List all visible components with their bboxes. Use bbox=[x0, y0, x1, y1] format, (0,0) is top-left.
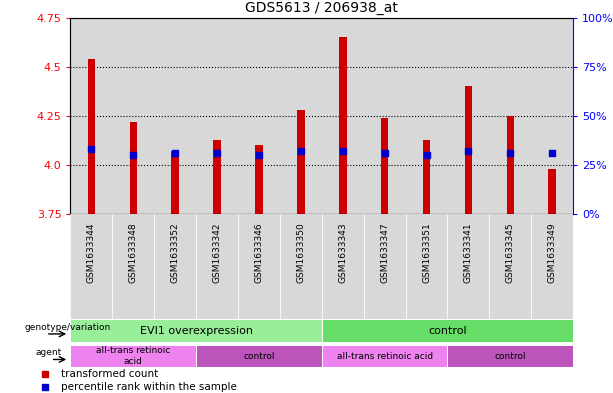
Bar bbox=[489, 214, 531, 320]
Bar bbox=[196, 345, 322, 367]
Text: all-trans retinoic acid: all-trans retinoic acid bbox=[337, 352, 433, 360]
Bar bbox=[112, 18, 154, 214]
Bar bbox=[196, 18, 238, 214]
Text: GSM1633342: GSM1633342 bbox=[213, 223, 222, 283]
Bar bbox=[196, 214, 238, 320]
Text: genotype/variation: genotype/variation bbox=[25, 323, 111, 332]
Text: control: control bbox=[495, 352, 526, 360]
Bar bbox=[154, 214, 196, 320]
Text: transformed count: transformed count bbox=[61, 369, 158, 379]
Bar bbox=[213, 140, 221, 214]
Text: percentile rank within the sample: percentile rank within the sample bbox=[61, 382, 237, 391]
Bar bbox=[322, 18, 364, 214]
Bar bbox=[238, 18, 280, 214]
Bar bbox=[280, 18, 322, 214]
Text: control: control bbox=[428, 325, 467, 336]
Bar bbox=[322, 214, 364, 320]
Bar bbox=[280, 214, 322, 320]
Text: GSM1633352: GSM1633352 bbox=[170, 223, 180, 283]
Bar bbox=[255, 145, 263, 214]
Bar bbox=[70, 319, 322, 342]
Bar bbox=[381, 118, 389, 214]
Text: GSM1633350: GSM1633350 bbox=[296, 223, 305, 283]
Text: agent: agent bbox=[36, 348, 61, 357]
Bar bbox=[112, 214, 154, 320]
Bar bbox=[506, 116, 514, 214]
Text: GSM1633348: GSM1633348 bbox=[129, 223, 138, 283]
Text: GSM1633347: GSM1633347 bbox=[380, 223, 389, 283]
Text: GSM1633349: GSM1633349 bbox=[547, 223, 557, 283]
Text: all-trans retinoic
acid: all-trans retinoic acid bbox=[96, 346, 170, 366]
Bar bbox=[322, 319, 573, 342]
Bar bbox=[364, 214, 406, 320]
Bar bbox=[238, 214, 280, 320]
Bar bbox=[406, 18, 447, 214]
Bar bbox=[549, 169, 556, 214]
Bar bbox=[70, 214, 112, 320]
Bar bbox=[297, 110, 305, 214]
Bar bbox=[489, 18, 531, 214]
Text: control: control bbox=[243, 352, 275, 360]
Text: GSM1633343: GSM1633343 bbox=[338, 223, 348, 283]
Bar bbox=[406, 214, 447, 320]
Bar bbox=[531, 18, 573, 214]
Bar bbox=[70, 18, 112, 214]
Bar bbox=[447, 345, 573, 367]
Bar bbox=[172, 151, 179, 214]
Bar bbox=[339, 37, 346, 214]
Text: GSM1633344: GSM1633344 bbox=[87, 223, 96, 283]
Bar bbox=[322, 345, 447, 367]
Text: GSM1633341: GSM1633341 bbox=[464, 223, 473, 283]
Bar bbox=[129, 122, 137, 214]
Text: GSM1633351: GSM1633351 bbox=[422, 223, 431, 283]
Text: EVI1 overexpression: EVI1 overexpression bbox=[140, 325, 253, 336]
Bar bbox=[154, 18, 196, 214]
Bar bbox=[447, 18, 489, 214]
Bar bbox=[465, 86, 472, 214]
Text: GSM1633345: GSM1633345 bbox=[506, 223, 515, 283]
Bar bbox=[423, 140, 430, 214]
Bar bbox=[364, 18, 406, 214]
Text: GSM1633346: GSM1633346 bbox=[254, 223, 264, 283]
Bar bbox=[447, 214, 489, 320]
Bar bbox=[531, 214, 573, 320]
Title: GDS5613 / 206938_at: GDS5613 / 206938_at bbox=[245, 1, 398, 15]
Bar bbox=[88, 59, 95, 214]
Bar bbox=[70, 345, 196, 367]
